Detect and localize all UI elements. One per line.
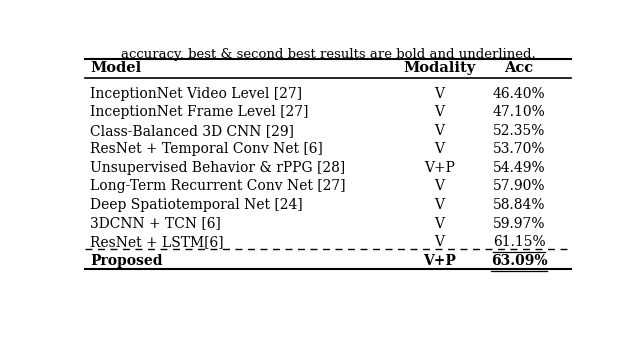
Text: V: V: [435, 198, 445, 212]
Text: 53.70%: 53.70%: [493, 142, 545, 156]
Text: accuracy, best & second best results are bold and underlined.: accuracy, best & second best results are…: [120, 48, 536, 62]
Text: 3DCNN + TCN [6]: 3DCNN + TCN [6]: [90, 217, 221, 231]
Text: InceptionNet Video Level [27]: InceptionNet Video Level [27]: [90, 87, 302, 101]
Text: V: V: [435, 124, 445, 138]
Text: 57.90%: 57.90%: [493, 179, 545, 193]
Text: Unsupervised Behavior & rPPG [28]: Unsupervised Behavior & rPPG [28]: [90, 161, 345, 175]
Text: InceptionNet Frame Level [27]: InceptionNet Frame Level [27]: [90, 105, 308, 119]
Text: Proposed: Proposed: [90, 254, 163, 268]
Text: V+P: V+P: [423, 254, 456, 268]
Text: V: V: [435, 235, 445, 249]
Text: Model: Model: [90, 62, 141, 75]
Text: Modality: Modality: [403, 62, 476, 75]
Text: 52.35%: 52.35%: [493, 124, 545, 138]
Text: Deep Spatiotemporal Net [24]: Deep Spatiotemporal Net [24]: [90, 198, 303, 212]
Text: ResNet + LSTM[6]: ResNet + LSTM[6]: [90, 235, 223, 249]
Text: Long-Term Recurrent Conv Net [27]: Long-Term Recurrent Conv Net [27]: [90, 179, 346, 193]
Text: 54.49%: 54.49%: [493, 161, 545, 175]
Text: 63.09%: 63.09%: [491, 254, 547, 268]
Text: V: V: [435, 105, 445, 119]
Text: V: V: [435, 142, 445, 156]
Text: 46.40%: 46.40%: [493, 87, 545, 101]
Text: V: V: [435, 179, 445, 193]
Text: V: V: [435, 87, 445, 101]
Text: V: V: [435, 217, 445, 231]
Text: Class-Balanced 3D CNN [29]: Class-Balanced 3D CNN [29]: [90, 124, 294, 138]
Text: V+P: V+P: [424, 161, 455, 175]
Text: 47.10%: 47.10%: [493, 105, 545, 119]
Text: 61.15%: 61.15%: [493, 235, 545, 249]
Text: 58.84%: 58.84%: [493, 198, 545, 212]
Text: 59.97%: 59.97%: [493, 217, 545, 231]
Text: Acc: Acc: [504, 62, 534, 75]
Text: ResNet + Temporal Conv Net [6]: ResNet + Temporal Conv Net [6]: [90, 142, 323, 156]
